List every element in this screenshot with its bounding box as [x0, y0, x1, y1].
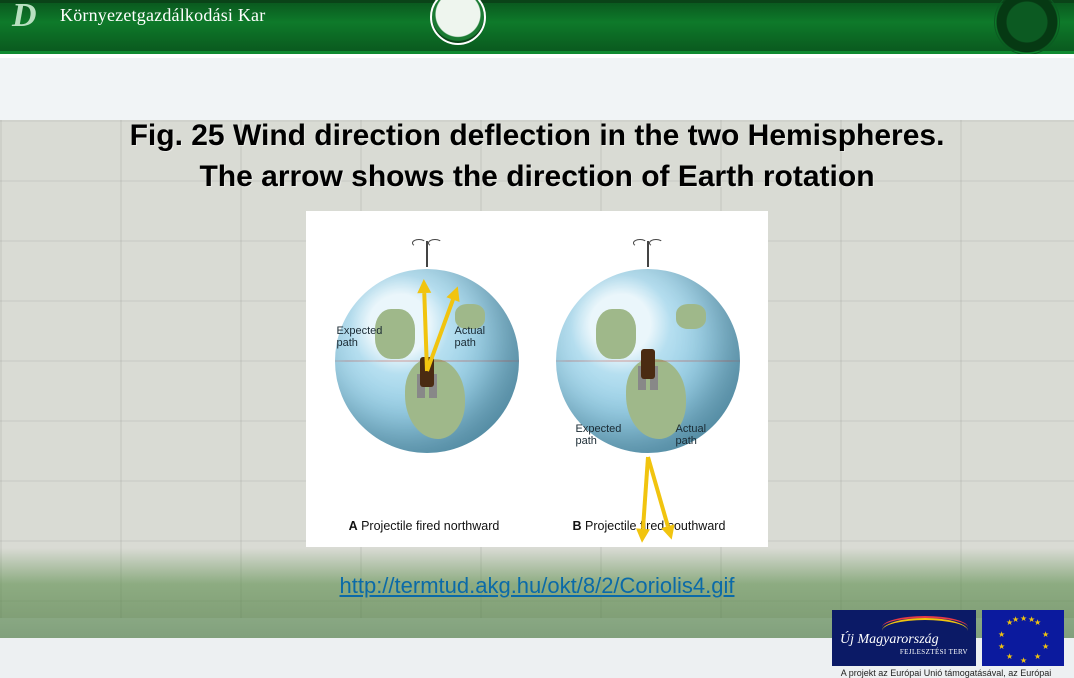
slide-content: Fig. 25 Wind direction deflection in the… — [0, 58, 1074, 599]
faculty-name: Környezetgazdálkodási Kar — [60, 5, 265, 26]
expected-path-label: Expected path — [337, 325, 383, 349]
source-link[interactable]: http://termtud.akg.hu/okt/8/2/Coriolis4.… — [340, 573, 735, 599]
figure-captions: A Projectile fired northward B Projectil… — [306, 517, 768, 547]
footer-caption: A projekt az Európai Unió támogatásával,… — [828, 668, 1064, 678]
left-crest-icon: D — [12, 0, 52, 47]
rotation-axis-icon — [426, 241, 428, 267]
footer-logos: Új Magyarország FEJLESZTÉSI TERV ★ ★ ★ ★… — [828, 610, 1064, 678]
header-bar: D Környezetgazdálkodási Kar — [0, 0, 1074, 54]
uj-magyarorszag-logo: Új Magyarország FEJLESZTÉSI TERV — [832, 610, 976, 666]
globe-b: Expected path Actual path — [548, 241, 748, 501]
figure-title: Fig. 25 Wind direction deflection in the… — [0, 116, 1074, 197]
actual-path-label: Actual path — [676, 423, 707, 447]
expected-path-label: Expected path — [576, 423, 622, 447]
rotation-axis-icon — [647, 241, 649, 267]
figure-box: Expected path Actual path Expected path … — [306, 211, 768, 547]
center-crest-icon — [430, 0, 486, 45]
globe-a: Expected path Actual path — [327, 241, 527, 501]
actual-path-label: Actual path — [455, 325, 486, 349]
eu-flag-icon: ★ ★ ★ ★ ★ ★ ★ ★ ★ ★ ★ ★ — [982, 610, 1064, 666]
right-crest-icon — [994, 0, 1060, 55]
caption-a: A Projectile fired northward — [349, 519, 500, 533]
launcher-icon — [641, 349, 655, 379]
